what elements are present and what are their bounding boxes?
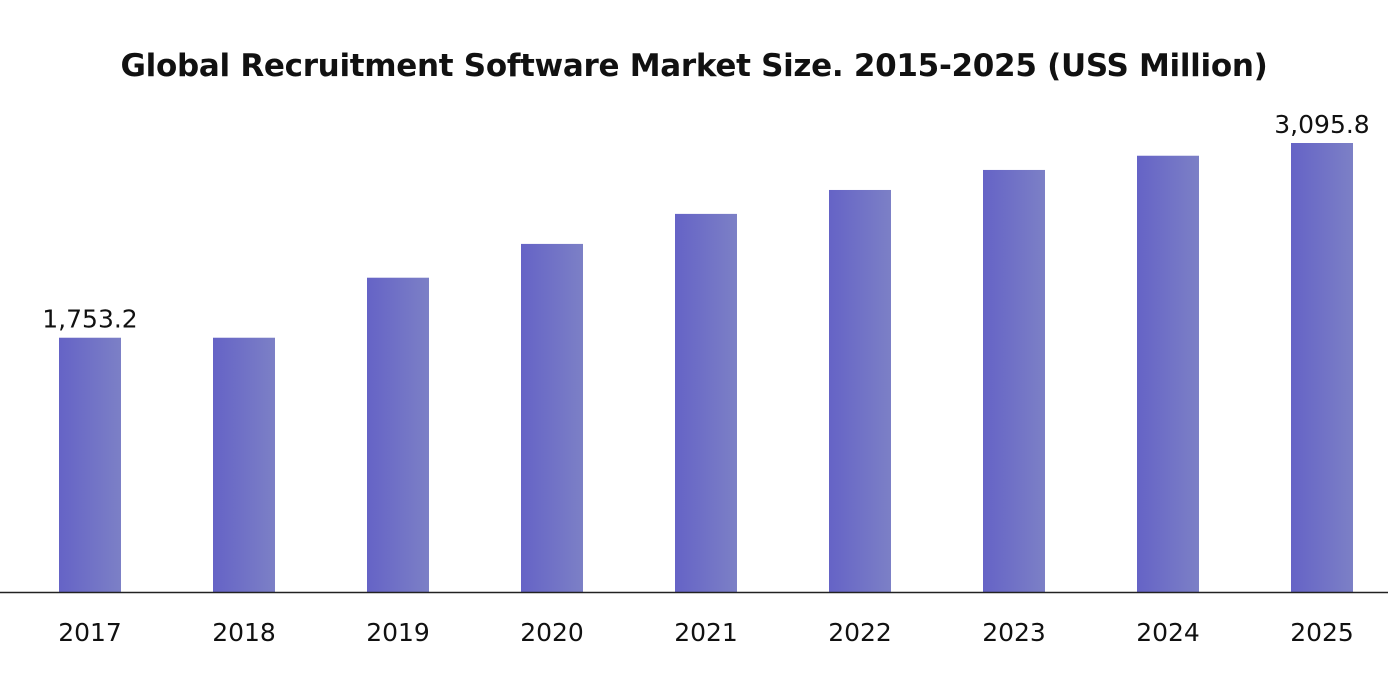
- x-tick-label-2018: 2018: [212, 618, 276, 647]
- x-tick-label-2017: 2017: [58, 618, 122, 647]
- data-label-2025: 3,095.8: [1274, 110, 1369, 139]
- bar-2023: [983, 169, 1045, 592]
- bar-2021: [675, 213, 737, 593]
- x-tick-label-2020: 2020: [520, 618, 584, 647]
- x-tick-label-2023: 2023: [982, 618, 1046, 647]
- bars-layer: [59, 143, 1353, 593]
- bar-2025: [1291, 143, 1353, 592]
- labels-layer: 1,753.2 3,095.8: [42, 110, 1369, 334]
- x-tick-label-2024: 2024: [1136, 618, 1200, 647]
- chart-title: Global Recruitment Software Market Size.…: [120, 48, 1268, 84]
- bar-2018: [213, 337, 275, 592]
- x-tick-label-2019: 2019: [366, 618, 430, 647]
- data-label-2017: 1,753.2: [42, 305, 137, 334]
- bar-2024: [1137, 155, 1199, 593]
- x-tick-label-2021: 2021: [674, 618, 738, 647]
- x-tick-label-2025: 2025: [1290, 618, 1354, 647]
- bar-2017: [59, 337, 121, 592]
- bar-2019: [367, 277, 429, 592]
- x-axis-ticks: 2017 2018 2019 2020 2021 2022 2023 2024 2025: [58, 618, 1354, 647]
- bar-2020: [521, 243, 583, 592]
- x-tick-label-2022: 2022: [828, 618, 892, 647]
- bar-2022: [829, 189, 891, 592]
